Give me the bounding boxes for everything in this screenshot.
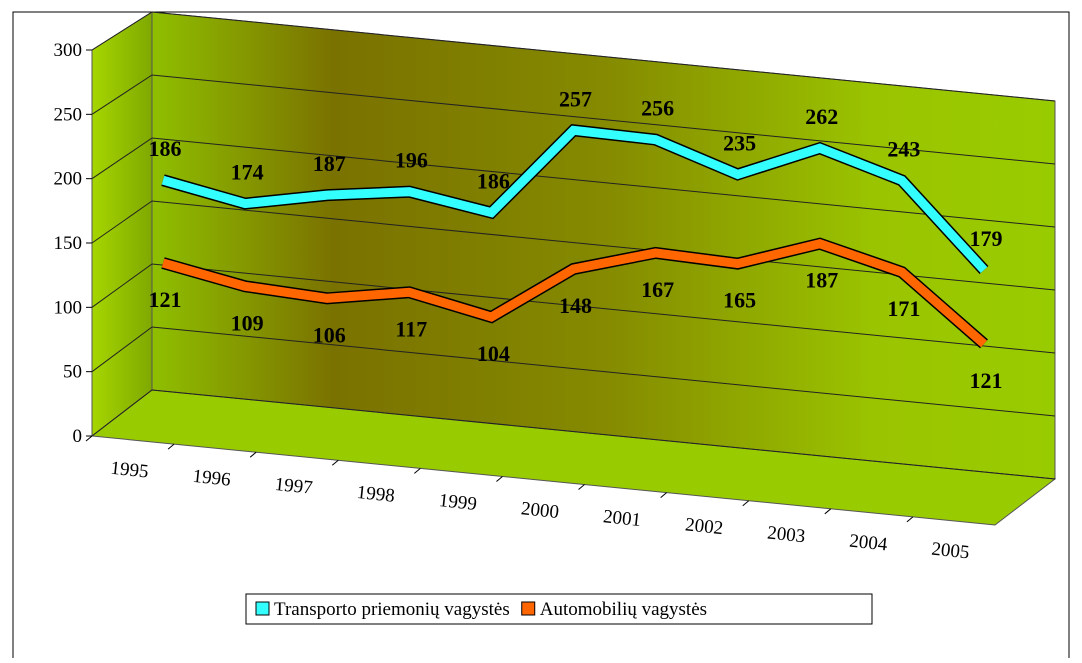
x-tick-label: 1998 — [356, 482, 396, 507]
data-label: 121 — [969, 368, 1002, 393]
x-tick-label: 2002 — [684, 514, 724, 539]
x-tick-label: 1996 — [192, 466, 232, 491]
x-tick-label: 1999 — [438, 490, 478, 515]
x-tick-label: 1997 — [274, 474, 314, 499]
side-wall — [91, 11, 153, 438]
y-tick-label: 50 — [63, 362, 82, 383]
x-tick-label: 2004 — [848, 531, 888, 556]
x-tick — [167, 443, 175, 450]
data-label: 262 — [805, 104, 838, 129]
x-tick-label: 1995 — [110, 458, 150, 483]
data-label: 257 — [559, 86, 592, 111]
x-tick — [496, 476, 503, 482]
x-tick — [578, 484, 585, 490]
data-label: 165 — [723, 288, 756, 313]
data-label: 106 — [313, 322, 346, 347]
x-tick — [660, 492, 667, 499]
data-label: 117 — [395, 316, 427, 341]
legend — [245, 593, 873, 625]
plot-area: 0 50 100 150 200 250 300 1995 1996 1997 1998 1999 20… — [54, 11, 1057, 564]
data-label: 243 — [887, 136, 920, 161]
x-tick-label: 2001 — [602, 506, 642, 531]
x-tick — [414, 467, 421, 474]
data-label: 187 — [805, 268, 838, 293]
data-label: 179 — [969, 226, 1002, 251]
x-tick — [85, 435, 93, 442]
y-tick-label: 0 — [73, 426, 83, 447]
legend-swatch — [521, 601, 536, 616]
y-tick-label: 300 — [54, 40, 83, 61]
data-label: 186 — [149, 136, 182, 161]
grid-line — [91, 326, 1056, 417]
y-tick-label: 250 — [54, 104, 83, 125]
y-tick-label: 100 — [54, 297, 83, 318]
series-line — [161, 239, 987, 348]
y-tick-label: 150 — [54, 233, 83, 254]
data-label: 148 — [559, 293, 592, 318]
legend-label: Transporto priemonių vagystės — [274, 599, 510, 620]
grid-line — [91, 11, 1056, 102]
legend-swatch — [255, 601, 270, 616]
grid-line — [91, 389, 1056, 480]
grid-line — [91, 263, 1056, 354]
data-label: 171 — [887, 296, 920, 321]
x-tick — [824, 508, 832, 515]
data-label: 167 — [641, 277, 674, 302]
x-tick — [331, 459, 339, 466]
data-label: 174 — [231, 160, 264, 185]
x-tick — [906, 516, 914, 523]
legend-label: Automobilių vagystės — [540, 599, 707, 620]
grid-line — [91, 74, 1056, 165]
data-label: 121 — [149, 287, 182, 312]
data-label: 187 — [313, 151, 346, 176]
x-tick-label: 2005 — [930, 539, 970, 564]
data-label: 186 — [477, 169, 510, 194]
data-label: 256 — [641, 96, 674, 121]
x-tick-label: 2003 — [766, 522, 806, 547]
x-tick — [249, 451, 257, 458]
data-label: 104 — [477, 341, 510, 366]
data-label: 196 — [395, 148, 428, 173]
x-tick-label: 2000 — [520, 498, 560, 523]
data-label: 109 — [231, 310, 264, 335]
x-tick — [742, 500, 750, 507]
y-tick-label: 200 — [54, 169, 83, 190]
grid-line — [91, 137, 1056, 228]
series-line — [161, 125, 988, 274]
data-label: 235 — [723, 130, 756, 155]
